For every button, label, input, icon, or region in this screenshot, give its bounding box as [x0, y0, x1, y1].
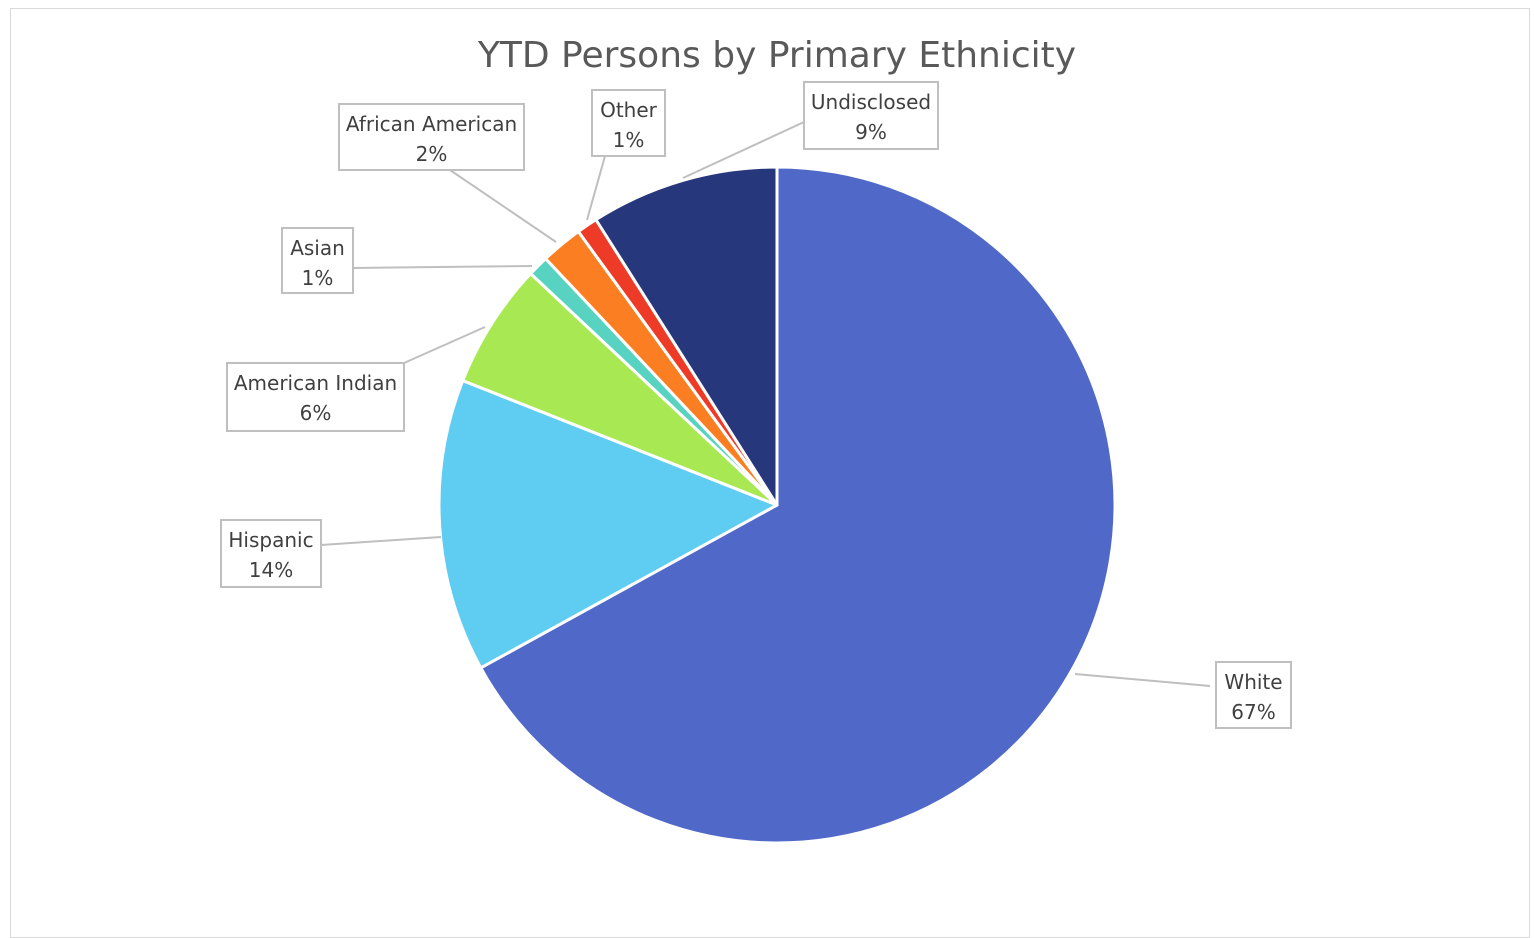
data-label-other: Other 1% — [591, 89, 666, 157]
data-label-asian: Asian 1% — [281, 227, 354, 294]
leader-line-white — [1074, 673, 1211, 687]
data-label-category: Asian — [290, 236, 345, 260]
data-label-percent: 1% — [302, 266, 334, 290]
data-label-box — [1215, 661, 1292, 729]
pie-slice-american-indian — [461, 272, 779, 507]
pie-slices — [437, 165, 1117, 845]
data-label-percent: 9% — [855, 120, 887, 144]
pie-slice-undisclosed — [594, 165, 779, 507]
data-label-percent: 67% — [1231, 700, 1275, 724]
leader-line-undisclosed — [682, 121, 805, 179]
data-label-box — [226, 362, 405, 432]
data-label-category: American Indian — [234, 371, 397, 395]
data-label-category: African American — [346, 112, 517, 136]
data-label-undisclosed: Undisclosed 9% — [803, 81, 939, 150]
data-label-category: Undisclosed — [811, 90, 931, 114]
data-label-american-indian: American Indian 6% — [226, 362, 405, 432]
data-label-category: White — [1224, 670, 1282, 694]
leader-lines — [320, 121, 1211, 687]
data-label-box — [220, 519, 322, 588]
leader-line-hispanic — [320, 536, 442, 546]
data-label-box — [338, 103, 525, 171]
data-label-white: White 67% — [1215, 661, 1292, 729]
data-label-percent: 2% — [416, 142, 448, 166]
chart-title: YTD Persons by Primary Ethnicity — [477, 35, 1076, 76]
leader-line-asian — [352, 265, 533, 269]
leader-line-other — [586, 155, 606, 221]
data-labels: White 67% Hispanic 14% American Indian 6% Asia… — [220, 81, 1292, 729]
leader-line-african-american — [449, 169, 557, 243]
data-label-hispanic: Hispanic 14% — [220, 519, 322, 588]
data-label-african-american: African American 2% — [338, 103, 525, 171]
data-label-box — [281, 227, 354, 294]
pie-slice-white — [479, 165, 1117, 845]
data-label-category: Hispanic — [228, 528, 313, 552]
data-label-box — [591, 89, 666, 157]
data-label-percent: 1% — [613, 128, 645, 152]
leader-line-american-indian — [403, 326, 486, 364]
data-label-percent: 6% — [300, 401, 332, 425]
pie-slice-hispanic — [437, 379, 779, 670]
data-label-percent: 14% — [249, 558, 293, 582]
data-label-category: Other — [600, 98, 658, 122]
data-label-box — [803, 81, 939, 150]
